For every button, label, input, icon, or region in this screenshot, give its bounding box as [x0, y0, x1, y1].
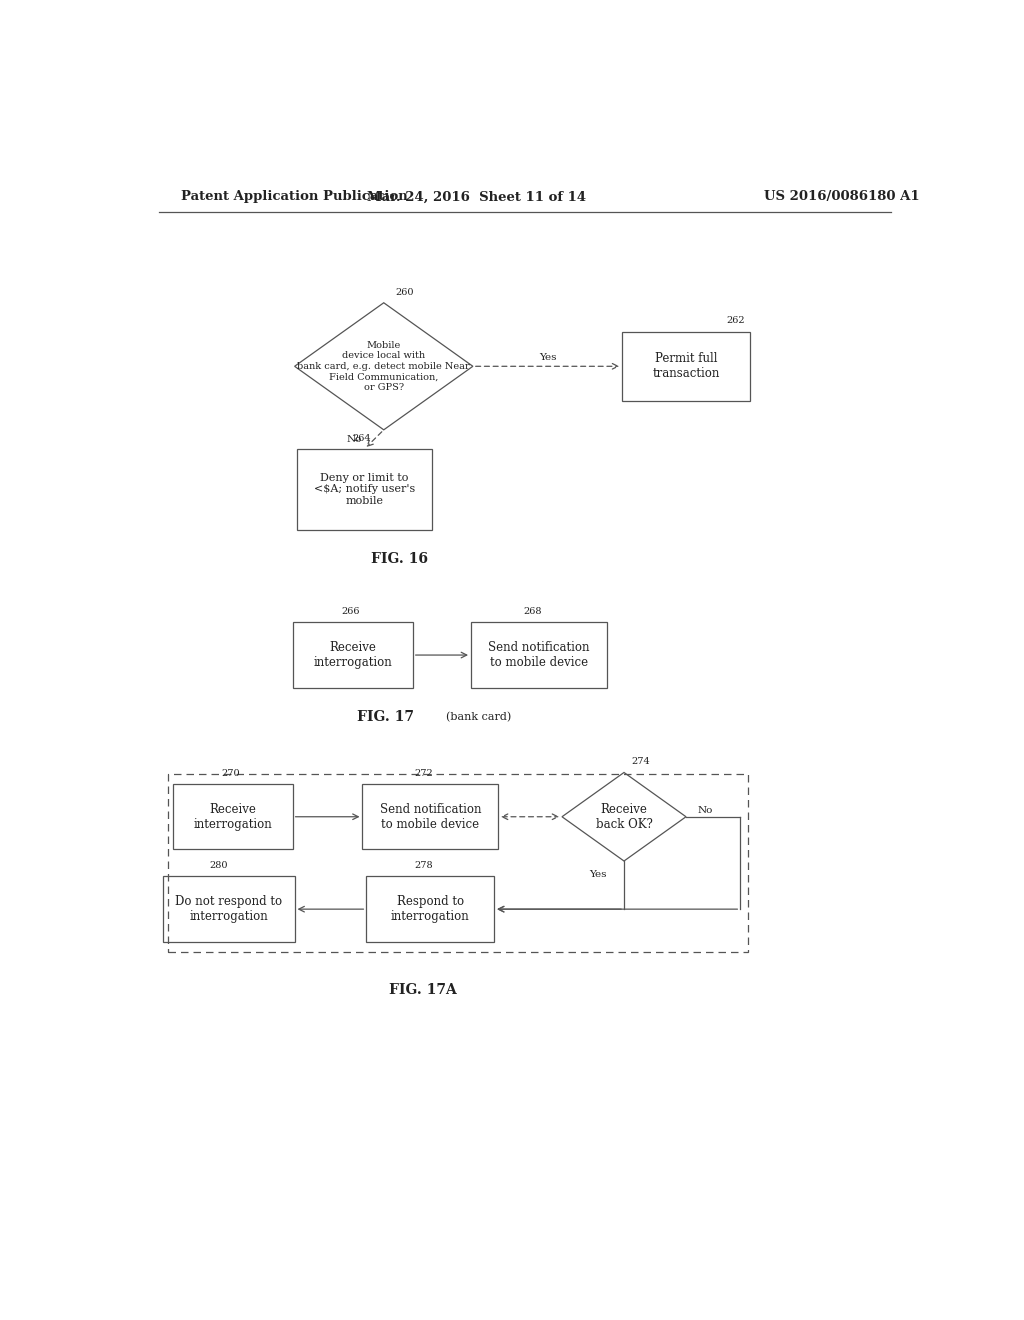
Text: Mobile
device local with
bank card, e.g. detect mobile Near
Field Communication,: Mobile device local with bank card, e.g.…: [297, 341, 470, 392]
Text: Receive
interrogation: Receive interrogation: [313, 642, 392, 669]
Text: US 2016/0086180 A1: US 2016/0086180 A1: [764, 190, 920, 203]
Text: 280: 280: [209, 861, 228, 870]
Text: Respond to
interrogation: Respond to interrogation: [391, 895, 470, 923]
Text: (bank card): (bank card): [445, 711, 511, 722]
FancyBboxPatch shape: [471, 622, 606, 688]
Text: Do not respond to
interrogation: Do not respond to interrogation: [175, 895, 283, 923]
Text: Mar. 24, 2016  Sheet 11 of 14: Mar. 24, 2016 Sheet 11 of 14: [368, 190, 587, 203]
Text: Send notification
to mobile device: Send notification to mobile device: [488, 642, 590, 669]
Text: Receive
back OK?: Receive back OK?: [596, 803, 652, 830]
Text: 278: 278: [415, 861, 433, 870]
Text: Send notification
to mobile device: Send notification to mobile device: [380, 803, 481, 830]
FancyBboxPatch shape: [622, 331, 750, 401]
Text: FIG. 17A: FIG. 17A: [389, 983, 457, 997]
Text: 272: 272: [415, 768, 433, 777]
Polygon shape: [295, 302, 473, 430]
Text: Patent Application Publication: Patent Application Publication: [180, 190, 408, 203]
Text: Yes: Yes: [590, 870, 607, 879]
Text: Receive
interrogation: Receive interrogation: [194, 803, 272, 830]
Text: 262: 262: [727, 317, 745, 326]
Text: Permit full
transaction: Permit full transaction: [652, 352, 720, 380]
Text: 264: 264: [352, 434, 372, 444]
Text: 268: 268: [523, 607, 542, 616]
Polygon shape: [562, 772, 686, 861]
Text: Yes: Yes: [539, 352, 556, 362]
FancyBboxPatch shape: [173, 784, 293, 850]
FancyBboxPatch shape: [293, 622, 413, 688]
Text: FIG. 17: FIG. 17: [356, 710, 414, 723]
Text: No: No: [347, 436, 362, 444]
Text: 274: 274: [632, 758, 650, 767]
FancyBboxPatch shape: [163, 876, 295, 942]
Text: 266: 266: [341, 607, 359, 616]
Text: No: No: [697, 807, 713, 814]
FancyBboxPatch shape: [362, 784, 498, 850]
Text: FIG. 16: FIG. 16: [371, 552, 428, 566]
FancyBboxPatch shape: [297, 449, 432, 529]
Text: 260: 260: [395, 288, 414, 297]
Text: Deny or limit to
<$A; notify user's
mobile: Deny or limit to <$A; notify user's mobi…: [313, 473, 415, 506]
FancyBboxPatch shape: [367, 876, 495, 942]
Text: 270: 270: [221, 768, 240, 777]
